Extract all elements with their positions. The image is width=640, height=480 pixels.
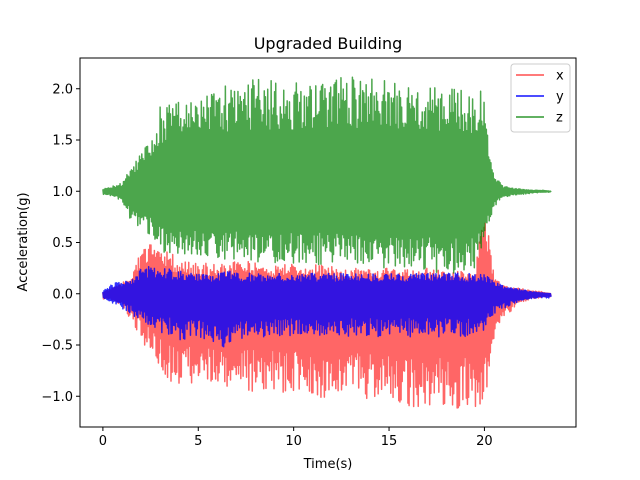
legend-label-z: z [556, 111, 563, 126]
y-tick-label: −0.5 [41, 339, 73, 354]
y-tick-label: 1.0 [52, 185, 73, 200]
y-tick-label: −1.0 [41, 390, 73, 405]
y-tick-label: 1.5 [52, 134, 73, 149]
y-tick-label: 2.0 [52, 82, 73, 97]
legend-box [510, 63, 571, 133]
y-axis-title: Acceleration(g) [16, 192, 31, 291]
x-axis-ticks: 0 5 10 15 20 [99, 427, 493, 449]
chart-title: Upgraded Building [254, 34, 403, 53]
x-tick-label: 5 [194, 434, 202, 449]
legend: xyz [510, 63, 571, 133]
y-tick-label: 0.0 [52, 287, 73, 302]
x-tick-label: 0 [99, 434, 107, 449]
legend-label-y: y [556, 90, 564, 105]
x-axis-title: Time(s) [303, 457, 353, 472]
x-tick-label: 10 [285, 434, 302, 449]
series-layer [102, 76, 552, 409]
x-tick-label: 15 [381, 434, 398, 449]
series-line-y [102, 266, 552, 348]
y-tick-label: 0.5 [52, 236, 73, 251]
x-tick-label: 20 [476, 434, 493, 449]
legend-label-x: x [556, 69, 564, 84]
series-line-z [102, 76, 552, 274]
y-axis-ticks: −1.0 −0.5 0.0 0.5 1.0 1.5 2.0 [41, 82, 80, 405]
